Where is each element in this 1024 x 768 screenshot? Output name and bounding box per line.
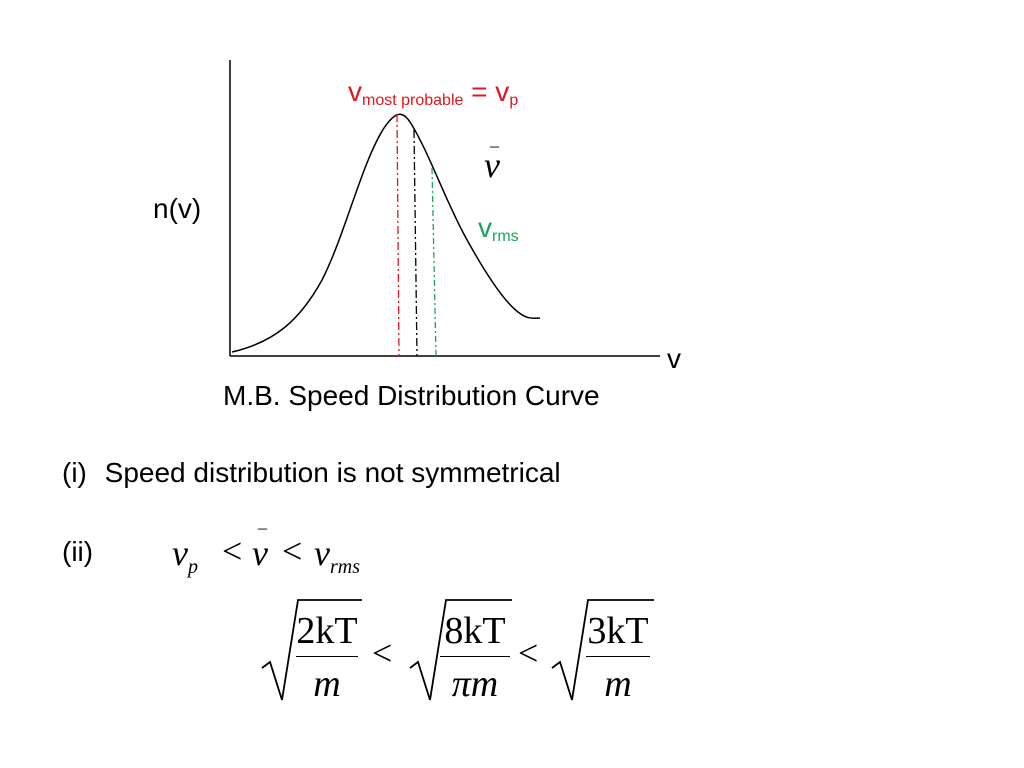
point-i: (i) Speed distribution is not symmetrica…	[62, 457, 561, 489]
v-mean-guide	[413, 129, 418, 357]
term-2-fraction-bar	[440, 656, 510, 657]
formula-term-1: 2kT m	[296, 612, 358, 703]
v-mean-bar: _	[490, 129, 499, 149]
point-ii-label: (ii)	[62, 536, 94, 567]
inequality-v-rms: vrms	[314, 533, 360, 578]
sqrt-sign-3	[551, 599, 654, 701]
term-1-denominator: m	[313, 663, 341, 705]
inequality-v-p: vp	[172, 533, 198, 578]
point-i-label: (i)	[62, 457, 87, 488]
y-axis-label: n(v)	[153, 193, 202, 224]
speed-distribution-diagram	[229, 60, 660, 357]
sqrt-sign-1	[261, 599, 362, 701]
term-2-denominator: πm	[451, 663, 499, 705]
v-rms-label: vrms	[478, 212, 519, 245]
formula-lt-2: <	[518, 633, 539, 673]
v-rms-guide	[431, 167, 437, 357]
term-1-fraction-bar	[296, 656, 358, 657]
distribution-curve	[231, 113, 541, 353]
inequality-lt-2: <	[282, 531, 303, 571]
formula-lt-1: <	[372, 633, 393, 673]
x-axis-label: v	[667, 343, 681, 374]
point-i-text: Speed distribution is not symmetrical	[104, 457, 561, 488]
inequality-v-bar: v	[252, 533, 268, 573]
diagram-caption: M.B. Speed Distribution Curve	[223, 380, 600, 411]
term-3-numerator: 3kT	[587, 610, 649, 652]
sqrt-sign-2	[409, 599, 512, 701]
formula-term-2: 8kT πm	[440, 612, 510, 703]
speed-inequality: vp < _ v < vrms	[172, 512, 392, 578]
term-1-numerator: 2kT	[296, 610, 358, 652]
formula-term-3: 3kT m	[586, 612, 650, 703]
v-most-probable-label: vmost probable = vp	[348, 76, 519, 109]
term-2-numerator: 8kT	[444, 610, 506, 652]
inequality-lt-1: <	[222, 531, 243, 571]
inequality-v-bar-line: _	[258, 511, 267, 531]
term-3-fraction-bar	[586, 656, 650, 657]
term-3-denominator: m	[604, 663, 632, 705]
v-mean-symbol: v	[484, 145, 500, 185]
